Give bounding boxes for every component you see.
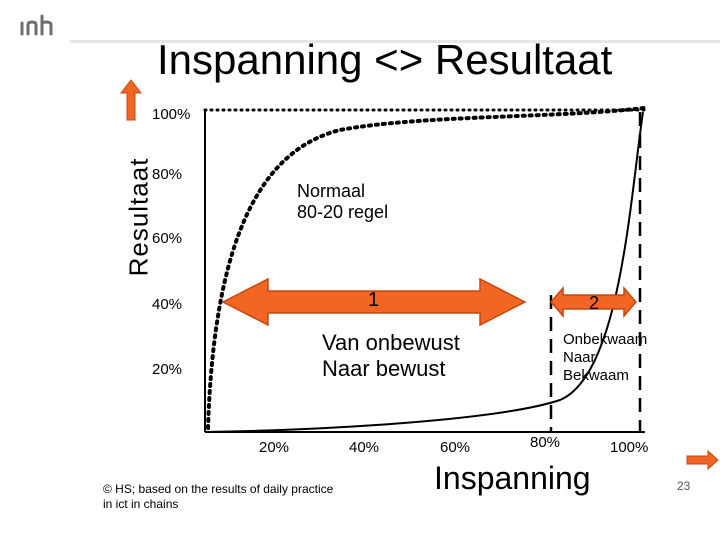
page-number: 23: [677, 479, 691, 493]
y-tick: 100%: [152, 106, 191, 123]
up-arrow-icon: [119, 79, 143, 121]
slide-title: Inspanning <> Resultaat: [157, 36, 613, 83]
arrow2-text-line: Onbekwaam: [563, 331, 648, 348]
curve-exponential: [204, 111, 644, 433]
arrow2-text-line: Naar: [563, 349, 596, 366]
x-tick: 40%: [349, 439, 380, 456]
x-tick: 100%: [610, 439, 649, 456]
curve-label-line: Normaal: [297, 181, 366, 201]
curve-label: Normaal 80-20 regel: [297, 181, 388, 223]
footer-credit: © HS; based on the results of daily prac…: [103, 482, 334, 511]
x-tick: 20%: [259, 439, 290, 456]
arrow1-text: Van onbewust Naar bewust: [322, 330, 460, 382]
y-tick: 60%: [152, 230, 183, 247]
y-tick: 20%: [152, 361, 183, 378]
y-axis-label: Resultaat: [123, 157, 154, 277]
arrow1-number: 1: [368, 289, 380, 311]
x-tick: 60%: [440, 439, 471, 456]
arrow2-number: 2: [589, 293, 600, 313]
y-tick: 40%: [152, 296, 183, 313]
curve-label-line: 80-20 regel: [297, 202, 389, 222]
curve-80-20: [206, 106, 646, 430]
x-tick: 80%: [530, 434, 561, 451]
plot-frame: [203, 108, 647, 433]
y-tick: 80%: [152, 166, 183, 183]
right-arrow-icon: [686, 449, 719, 471]
x-axis-label: Inspanning: [434, 460, 591, 496]
double-arrow-1: [221, 277, 527, 327]
arrow2-text: Onbekwaam Naar Bekwaam: [563, 331, 647, 385]
arrow2-text-line: Bekwaam: [563, 367, 629, 384]
arrow1-text-line: Van onbewust: [322, 330, 460, 355]
double-arrow-2: [550, 285, 637, 319]
arrow1-text-line: Naar bewust: [322, 356, 446, 381]
header-divider: [70, 40, 720, 43]
hs-logo-icon: [20, 14, 53, 36]
